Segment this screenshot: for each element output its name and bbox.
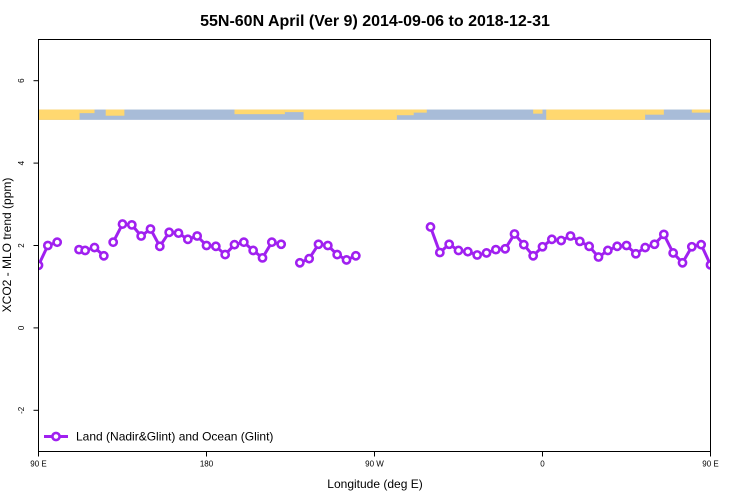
land-patch [303, 109, 397, 120]
data-point [136, 231, 147, 241]
land-patch [396, 109, 414, 116]
data-point [602, 245, 613, 256]
land-patch [411, 109, 427, 113]
land-patch [234, 109, 285, 115]
land-patch [284, 109, 304, 113]
data-point [117, 219, 128, 229]
x-tick-label: 0 [540, 460, 545, 469]
data-point [276, 239, 287, 250]
data-point [528, 250, 539, 261]
y-tick-label: 4 [17, 160, 26, 165]
data-point [640, 242, 651, 253]
data-point [238, 237, 249, 248]
data-point [518, 239, 529, 250]
data-point [630, 248, 641, 259]
data-point [444, 239, 455, 250]
data-point [322, 240, 333, 251]
data-point [108, 237, 119, 248]
data-point [500, 243, 511, 254]
x-tick-label: 90 E [702, 460, 718, 469]
data-point [257, 252, 268, 263]
axes: 90 E 180 90 W 0 90 E -2 0 2 4 6 [17, 78, 719, 469]
data-point [145, 224, 156, 234]
y-tick-label: 0 [17, 325, 26, 330]
legend-marker [51, 431, 61, 442]
land-patch [645, 109, 664, 115]
x-tick-label: 90 W [365, 460, 384, 469]
data-point [490, 244, 501, 255]
data-point [210, 241, 221, 252]
data-point [173, 228, 184, 239]
data-point [453, 245, 464, 256]
data-point [220, 249, 231, 260]
land-patch [105, 109, 125, 116]
data-point [565, 231, 576, 241]
data-point [248, 245, 259, 256]
data-point [313, 239, 324, 250]
plot-frame [38, 39, 711, 452]
data-point [509, 229, 520, 239]
data-point [593, 252, 604, 262]
data-point [434, 247, 445, 258]
data-point [192, 231, 203, 241]
data-point [164, 227, 175, 238]
data-point [716, 241, 723, 248]
series-layer [38, 219, 742, 271]
data-point [649, 239, 660, 250]
data-point [294, 257, 305, 268]
data-point [266, 237, 277, 248]
land-patch [546, 109, 646, 120]
data-point [304, 253, 315, 264]
legend: Land (Nadir&Glint) and Ocean (Glint) [44, 430, 273, 444]
y-tick-label: 6 [17, 78, 26, 83]
data-point [612, 241, 623, 252]
data-point [89, 242, 100, 253]
y-axis-label: XCO2 - MLO trend (ppm) [0, 178, 14, 313]
data-point [201, 240, 212, 251]
data-point [574, 236, 585, 247]
data-point [154, 241, 165, 252]
data-point [341, 255, 352, 265]
data-point [677, 257, 688, 268]
data-point [556, 235, 567, 246]
land-patch [79, 109, 95, 114]
data-point [462, 246, 473, 257]
y-tick-label: 2 [17, 243, 26, 248]
data-point [52, 237, 63, 248]
data-point [735, 238, 742, 245]
data-point [80, 245, 91, 256]
data-point [472, 250, 483, 260]
land-patch [533, 109, 543, 114]
land-patch [38, 109, 80, 120]
data-point [537, 241, 548, 252]
data-point [726, 239, 733, 246]
data-point [98, 250, 109, 261]
data-point [182, 234, 193, 245]
data-point [686, 241, 697, 252]
data-point [705, 259, 711, 270]
data-point [350, 250, 361, 261]
data-point [696, 239, 707, 250]
series-group [38, 219, 742, 271]
x-axis-label: Longitude (deg E) [327, 477, 422, 491]
x-tick-label: 90 E [30, 460, 46, 469]
chart-title: 55N-60N April (Ver 9) 2014-09-06 to 2018… [200, 13, 550, 30]
data-point [658, 229, 669, 240]
land-patch [691, 109, 711, 113]
data-point [621, 240, 632, 251]
data-point [332, 249, 343, 260]
data-point [546, 234, 557, 245]
data-point [42, 240, 53, 251]
data-point [481, 248, 492, 258]
legend-entry: Land (Nadir&Glint) and Ocean (Glint) [76, 430, 273, 444]
y-tick-label: -2 [17, 406, 26, 414]
data-point [126, 219, 137, 230]
data-point [229, 239, 240, 250]
land-ocean-strip [38, 109, 711, 120]
data-point [584, 241, 595, 252]
x-tick-label: 180 [200, 460, 214, 469]
data-point [425, 222, 436, 232]
data-point [668, 248, 679, 258]
